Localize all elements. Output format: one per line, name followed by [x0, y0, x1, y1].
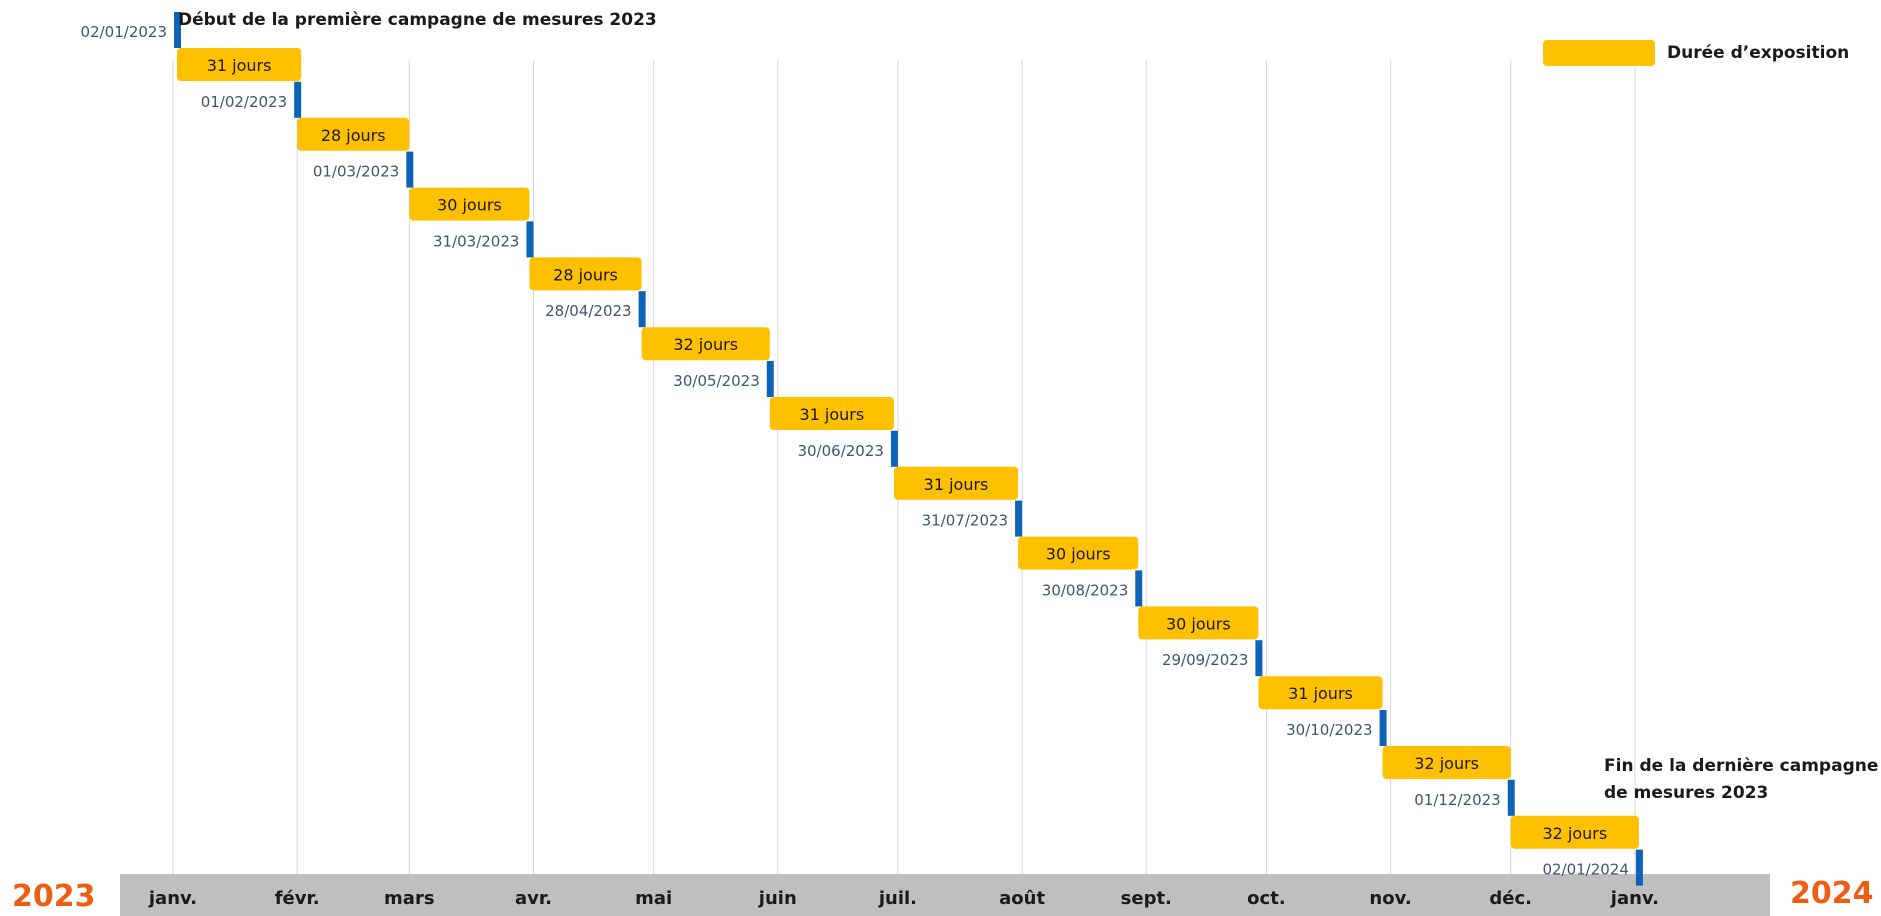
duration-bar [1510, 815, 1639, 849]
duration-label: 32 jours [1542, 824, 1607, 843]
milestone-date-label: 30/06/2023 [797, 442, 883, 460]
duration-label: 28 jours [321, 126, 386, 145]
milestone-marker [890, 430, 898, 467]
duration-label: 32 jours [1414, 754, 1479, 773]
duration-label: 31 jours [799, 405, 864, 424]
month-tick-label: janv. [1610, 888, 1659, 909]
milestone-marker [174, 12, 182, 48]
milestone-date-label: 30/05/2023 [673, 372, 759, 390]
milestone-marker [526, 221, 534, 258]
milestone-date-label: 28/04/2023 [545, 302, 631, 320]
month-tick-label: juil. [878, 888, 917, 909]
month-tick-label: avr. [515, 888, 552, 909]
duration-bar [177, 48, 302, 81]
duration-label: 30 jours [1046, 545, 1111, 564]
milestones: 02/01/2023 01/02/2023 01/03/2023 31/03/2023… [81, 12, 1643, 886]
month-tick-label: oct. [1247, 888, 1285, 909]
month-tick-label: sept. [1121, 888, 1172, 909]
milestone-marker [766, 361, 774, 397]
month-tick-label: août [999, 888, 1045, 909]
duration-label: 30 jours [437, 196, 502, 215]
milestone-marker [294, 81, 302, 118]
axis-band [120, 874, 1770, 916]
milestone-marker [1255, 640, 1263, 677]
milestone-marker [1635, 849, 1643, 886]
year-end-label: 2024 [1790, 876, 1874, 911]
duration-bar [641, 327, 770, 361]
year-start-label: 2023 [12, 879, 96, 914]
duration-bar [1138, 606, 1259, 640]
duration-bar [297, 117, 410, 151]
month-tick-label: déc. [1489, 888, 1532, 909]
duration-bar [893, 466, 1019, 500]
duration-label: 30 jours [1166, 614, 1231, 633]
milestone-date-label: 29/09/2023 [1162, 651, 1248, 669]
milestone-marker [638, 291, 646, 328]
month-tick-label: janv. [148, 888, 197, 909]
month-tick-label: nov. [1369, 888, 1411, 909]
milestone-marker [1507, 779, 1515, 816]
month-tick-label: mars [384, 888, 435, 909]
duration-label: 31 jours [1288, 684, 1353, 703]
milestone-date-label: 31/03/2023 [433, 232, 519, 250]
milestone-marker [1015, 500, 1023, 537]
duration-label: 32 jours [673, 335, 738, 354]
month-tick-label: févr. [275, 888, 320, 909]
annotation-end-line-2: de mesures 2023 [1604, 783, 1768, 803]
legend-swatch [1543, 40, 1655, 66]
legend-label: Durée d’exposition [1667, 43, 1849, 63]
milestone-date-label: 02/01/2023 [81, 23, 167, 41]
duration-bar [1258, 676, 1383, 710]
month-tick-label: mai [635, 888, 672, 909]
milestone-marker [1135, 570, 1143, 607]
milestone-date-label: 30/10/2023 [1286, 721, 1372, 739]
milestone-date-label: 01/02/2023 [201, 93, 287, 111]
duration-label: 28 jours [553, 265, 618, 284]
milestone-date-label: 01/12/2023 [1414, 791, 1500, 809]
duration-bar [1382, 746, 1511, 779]
month-tick-label: juin [758, 888, 797, 909]
milestone-date-label: 31/07/2023 [922, 512, 1008, 530]
milestone-marker [1379, 710, 1387, 746]
duration-bar [1018, 536, 1139, 570]
duration-label: 31 jours [207, 56, 272, 75]
duration-bar [769, 397, 894, 430]
duration-bar [409, 187, 530, 221]
annotation-end-line-1: Fin de la dernière campagne [1604, 756, 1878, 776]
duration-label: 31 jours [924, 475, 989, 494]
duration-bars: 31 jours 28 jours 30 jours 28 jours 32 jours… [177, 48, 1639, 849]
annotation-start: Début de la première campagne de mesures… [178, 10, 657, 30]
milestone-marker [406, 151, 414, 188]
month-axis: janv. févr. mars avr. mai juin juil. août sept. o… [120, 874, 1770, 916]
milestone-date-label: 30/08/2023 [1042, 581, 1128, 599]
duration-bar [529, 257, 642, 291]
milestone-date-label: 02/01/2024 [1542, 861, 1628, 879]
milestone-date-label: 01/03/2023 [313, 163, 399, 181]
legend: Durée d’exposition [1543, 40, 1849, 66]
